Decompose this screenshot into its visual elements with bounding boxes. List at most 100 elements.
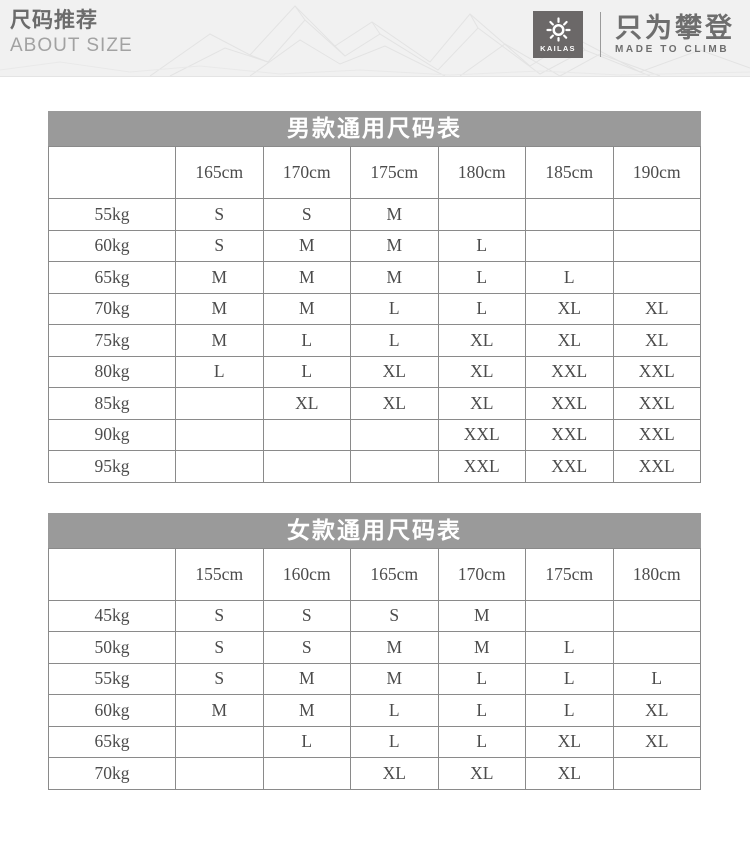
size-row: 55kg S M M L L L [48, 662, 701, 695]
weight-row-header: 95kg [48, 450, 176, 483]
size-cell: XL [437, 324, 526, 357]
size-cell: M [350, 662, 439, 695]
height-header-row: 155cm 160cm 165cm 170cm 175cm 180cm [48, 547, 701, 601]
size-cell: L [525, 662, 614, 695]
size-cell: L [525, 261, 614, 294]
size-cell: M [175, 292, 264, 325]
size-cell: XXL [437, 418, 526, 451]
size-cell: M [262, 662, 351, 695]
size-cell: L [437, 694, 526, 727]
size-row: 70kg XL XL XL [48, 757, 701, 790]
size-cell [175, 387, 264, 420]
size-row: 85kg XL XL XL XXL XXL [48, 387, 701, 420]
size-cell: S [175, 198, 264, 231]
size-cell: XXL [437, 450, 526, 483]
size-cell [525, 599, 614, 632]
mens-table-title: 男款通用尺码表 [48, 111, 701, 146]
size-cell: XL [525, 292, 614, 325]
brand-logo: KAILAS 只为攀登 MADE TO CLIMB [533, 11, 735, 58]
size-cell [612, 261, 701, 294]
mens-size-table: 165cm 170cm 175cm 180cm 185cm 190cm 55kg S S M 60k… [48, 146, 701, 483]
size-cell: XXL [525, 418, 614, 451]
size-cell [612, 599, 701, 632]
brand-slogan-en: MADE TO CLIMB [615, 43, 730, 55]
weight-row-header: 65kg [48, 725, 176, 758]
weight-row-header: 70kg [48, 757, 176, 790]
weight-row-header: 75kg [48, 324, 176, 357]
size-cell: S [350, 599, 439, 632]
size-row: 90kg XXL XXL XXL [48, 418, 701, 451]
size-cell: XL [262, 387, 351, 420]
size-cell: XL [525, 324, 614, 357]
size-cell: L [437, 662, 526, 695]
brand-name-label: KAILAS [540, 44, 576, 53]
size-cell: L [437, 725, 526, 758]
size-cell: XXL [525, 355, 614, 388]
size-cell: S [175, 662, 264, 695]
size-cell: XL [612, 694, 701, 727]
height-column-header: 155cm [175, 547, 264, 601]
height-column-header: 175cm [525, 547, 614, 601]
size-cell: XL [350, 387, 439, 420]
brand-slogan-zh: 只为攀登 [615, 12, 735, 43]
size-cell [350, 418, 439, 451]
size-cell: L [612, 662, 701, 695]
weight-row-header: 55kg [48, 662, 176, 695]
size-cell: L [262, 324, 351, 357]
size-row: 80kg L L XL XL XXL XXL [48, 355, 701, 388]
size-cell: XL [350, 757, 439, 790]
weight-row-header: 70kg [48, 292, 176, 325]
logo-divider [600, 12, 601, 57]
size-cell: M [175, 324, 264, 357]
size-cell: L [262, 355, 351, 388]
size-cell: L [350, 324, 439, 357]
mens-size-table-section: 男款通用尺码表 165cm 170cm 175cm 180cm 185cm 190cm 55… [48, 111, 701, 483]
size-cell: M [350, 198, 439, 231]
size-cell: L [350, 725, 439, 758]
size-cell [175, 725, 264, 758]
size-cell: XL [437, 757, 526, 790]
size-cell: XXL [612, 450, 701, 483]
corner-cell [48, 547, 176, 601]
size-cell [262, 418, 351, 451]
womens-size-table-section: 女款通用尺码表 155cm 160cm 165cm 170cm 175cm 180cm 45… [48, 512, 701, 790]
size-row: 45kg S S S M [48, 599, 701, 632]
size-cell [175, 757, 264, 790]
weight-row-header: 80kg [48, 355, 176, 388]
size-cell: XL [612, 324, 701, 357]
size-cell: XL [612, 725, 701, 758]
size-cell: L [175, 355, 264, 388]
size-cell [262, 450, 351, 483]
height-column-header: 185cm [525, 146, 614, 199]
size-cell: M [437, 631, 526, 664]
size-cell: M [175, 694, 264, 727]
size-cell: XXL [612, 418, 701, 451]
size-row: 60kg M M L L L XL [48, 694, 701, 727]
size-cell: M [262, 292, 351, 325]
size-cell: XL [437, 355, 526, 388]
size-chart-content: 男款通用尺码表 165cm 170cm 175cm 180cm 185cm 190cm 55… [0, 111, 750, 790]
size-cell [350, 450, 439, 483]
size-cell: S [175, 229, 264, 262]
size-cell: XL [525, 725, 614, 758]
size-cell: M [262, 261, 351, 294]
size-cell: M [262, 229, 351, 262]
height-column-header: 170cm [437, 547, 526, 601]
size-row: 95kg XXL XXL XXL [48, 450, 701, 483]
height-column-header: 190cm [612, 146, 701, 199]
weight-row-header: 90kg [48, 418, 176, 451]
size-cell [612, 631, 701, 664]
weight-row-header: 45kg [48, 599, 176, 632]
size-cell: XXL [525, 387, 614, 420]
size-cell: L [350, 292, 439, 325]
page-title-en: ABOUT SIZE [10, 35, 133, 56]
height-column-header: 160cm [262, 547, 351, 601]
womens-table-title: 女款通用尺码表 [48, 512, 701, 548]
size-cell: L [437, 229, 526, 262]
kailas-logo-box: KAILAS [533, 11, 583, 58]
size-cell: M [350, 229, 439, 262]
size-cell: S [175, 599, 264, 632]
weight-row-header: 65kg [48, 261, 176, 294]
weight-row-header: 60kg [48, 229, 176, 262]
size-row: 60kg S M M L [48, 229, 701, 262]
